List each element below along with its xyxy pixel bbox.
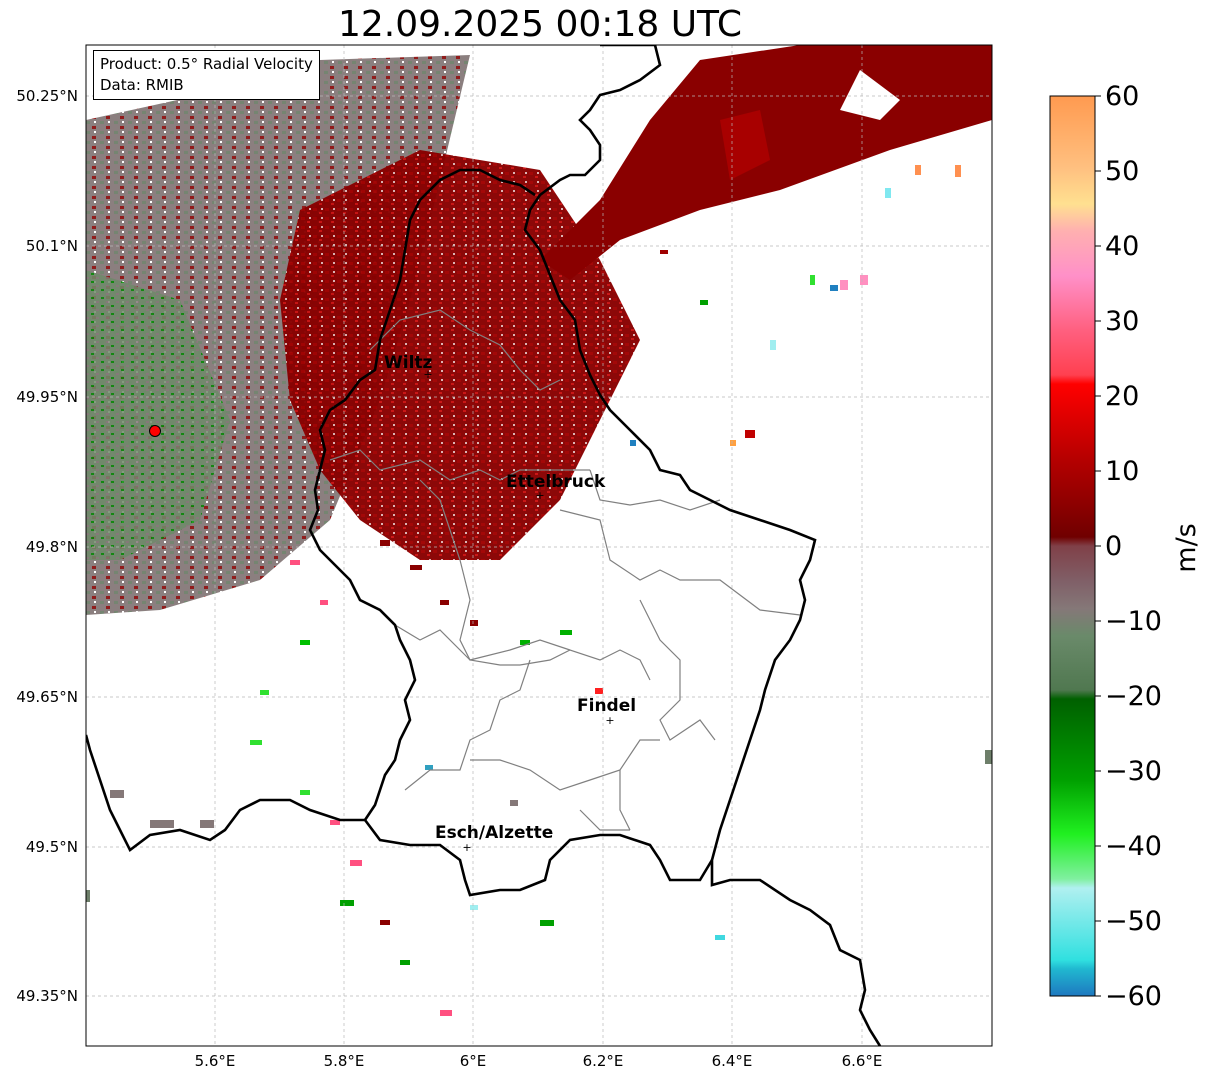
map-frame (85, 44, 993, 1047)
lat-tick: 49.8°N (26, 538, 78, 556)
colorbar-unit-label: m/s (1171, 523, 1202, 572)
colorbar-tick-label: 30 (1105, 306, 1139, 337)
colorbar-tick-label: −60 (1105, 981, 1162, 1012)
radar-echo-layer (86, 45, 992, 1016)
lon-tick: 6°E (460, 1052, 487, 1070)
national-borders (86, 45, 882, 1046)
product-label: Product: 0.5° Radial Velocity (100, 55, 313, 73)
city-marker-findel: + (605, 714, 614, 727)
colorbar-tick-label: 0 (1105, 531, 1122, 562)
colorbar-tick-label: −50 (1105, 906, 1162, 937)
lat-tick: 49.65°N (16, 688, 78, 706)
colorbar-tick-label: −20 (1105, 681, 1162, 712)
colorbar-tick-label: 10 (1105, 456, 1139, 487)
colorbar-tick-label: −30 (1105, 756, 1162, 787)
colorbar-gradient (1049, 95, 1096, 997)
canton-borders (329, 309, 801, 831)
product-info-box: Product: 0.5° Radial Velocity Data: RMIB (93, 50, 320, 100)
data-source-label: Data: RMIB (100, 76, 184, 94)
scattered-gates (86, 165, 992, 1016)
colorbar-tick-label: −40 (1105, 831, 1162, 862)
city-markers: Wiltz + Ettelbruck + Findel + Esch/Alzet… (384, 353, 636, 854)
lat-tick: 50.1°N (26, 237, 78, 255)
city-label-wiltz: Wiltz (384, 353, 433, 373)
city-label-ettelbruck: Ettelbruck (506, 472, 606, 492)
city-label-esch-alzette: Esch/Alzette (435, 823, 553, 843)
lon-tick: 6.4°E (712, 1052, 753, 1070)
colorbar-tick-label: 50 (1105, 156, 1139, 187)
colorbar-tick-label: 20 (1105, 381, 1139, 412)
lon-tick: 5.8°E (324, 1052, 365, 1070)
colorbar-tick-label: −10 (1105, 606, 1162, 637)
lat-tick: 49.35°N (16, 987, 78, 1005)
city-marker-esch-alzette: + (462, 841, 471, 854)
longitude-tick-labels: 5.6°E 5.8°E 6°E 6.2°E 6.4°E 6.6°E (195, 1052, 883, 1070)
city-label-findel: Findel (577, 696, 636, 716)
lat-tick: 49.95°N (16, 388, 78, 406)
lat-tick: 50.25°N (16, 87, 78, 105)
lon-tick: 6.2°E (583, 1052, 624, 1070)
colorbar-ticks: 60 50 40 30 20 10 0 −10 −20 −30 −40 −50 −60 (1095, 81, 1162, 1012)
colorbar-tick-label: 40 (1105, 231, 1139, 262)
lon-tick: 5.6°E (195, 1052, 236, 1070)
lon-tick: 6.6°E (842, 1052, 883, 1070)
near-radar-clutter (86, 270, 230, 560)
colorbar-tick-label: 60 (1105, 81, 1139, 112)
city-marker-ettelbruck: + (535, 489, 544, 502)
city-marker-wiltz: + (423, 368, 432, 381)
lat-tick: 49.5°N (26, 838, 78, 856)
map-title: 12.09.2025 00:18 UTC (337, 4, 743, 45)
latitude-tick-labels: 50.25°N 50.1°N 49.95°N 49.8°N 49.65°N 49… (16, 87, 78, 1005)
radar-site-marker[interactable] (149, 425, 161, 437)
